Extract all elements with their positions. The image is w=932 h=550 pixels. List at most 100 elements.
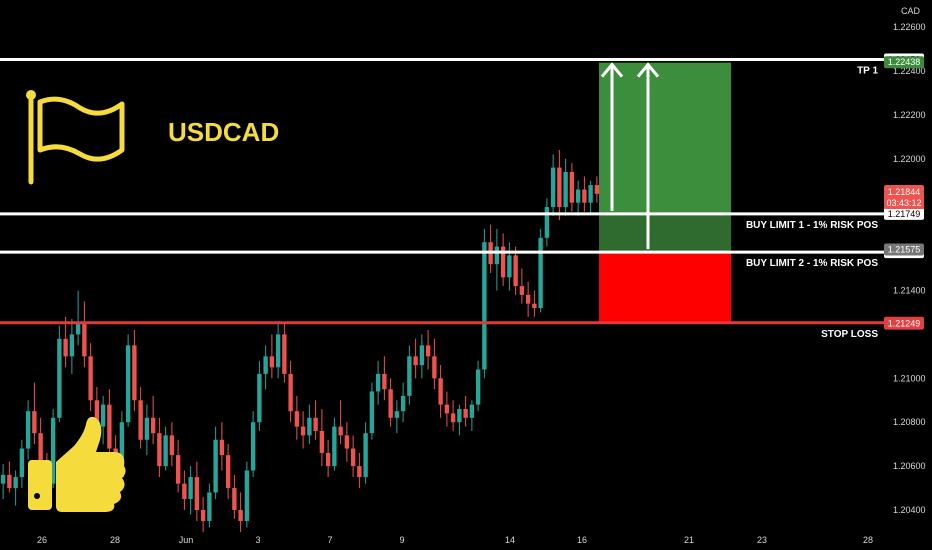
candle-body <box>582 189 587 203</box>
price-tag-text: 1.21575 <box>888 244 921 254</box>
candle-body <box>175 455 181 484</box>
price-levels: TP 1 BUY LIMIT 1 - 1% RISK POS BUY LIMIT 2… <box>0 58 884 340</box>
candle-body <box>450 413 456 423</box>
candle-body <box>132 345 137 401</box>
time-axis[interactable]: 26 28 Jun 3 7 9 14 16 21 23 28 <box>37 535 873 545</box>
x-tick-label: Jun <box>179 535 194 545</box>
price-tag-text: 1.21749 <box>888 209 921 219</box>
candle-body <box>282 334 287 374</box>
candle-body <box>532 303 537 309</box>
candle-body <box>269 356 275 368</box>
price-tag <box>884 243 924 256</box>
candle-body <box>100 404 106 427</box>
candle-body <box>288 373 293 412</box>
x-tick-label: 3 <box>255 535 260 545</box>
candle-body <box>519 286 525 295</box>
candle-body <box>363 433 368 478</box>
candle-body <box>32 411 37 434</box>
candle-body <box>525 294 531 304</box>
price-tag <box>884 207 924 220</box>
level-label: BUY LIMIT 1 - 1% RISK POS <box>746 220 878 231</box>
candle-body <box>313 417 318 431</box>
arrow-head <box>636 62 660 78</box>
candle-body <box>150 417 156 434</box>
candle-body <box>388 389 393 418</box>
candle-body <box>407 356 412 396</box>
candlestick-series <box>0 150 600 532</box>
candle-body <box>13 477 18 489</box>
candle-body <box>475 369 481 405</box>
candle-body <box>507 255 512 278</box>
candle-body <box>157 433 162 467</box>
candle-body <box>75 323 81 335</box>
candle-body <box>482 242 487 370</box>
y-tick-label: 1.20800 <box>893 417 926 427</box>
candle-body <box>19 448 25 478</box>
y-tick-label: 1.20400 <box>893 505 926 515</box>
y-tick-label: 1.22600 <box>893 22 926 32</box>
level-label: STOP LOSS <box>821 329 878 340</box>
candle-body <box>125 345 131 423</box>
price-tag <box>884 56 924 69</box>
y-tick-label: 1.22400 <box>893 66 926 76</box>
candle-body <box>0 474 6 484</box>
x-tick-label: 7 <box>327 535 332 545</box>
candle-body <box>350 448 356 467</box>
candle-body <box>550 167 556 208</box>
candle-body <box>325 452 331 467</box>
candle-body <box>88 356 93 401</box>
candle-body <box>257 373 262 423</box>
candle-body <box>438 378 443 405</box>
last-price-tag <box>884 185 924 210</box>
candle-body <box>219 439 225 456</box>
flag-icon <box>26 90 125 185</box>
candle-body <box>225 455 231 489</box>
candle-body <box>563 171 568 208</box>
candle-body <box>275 334 281 368</box>
candle-body <box>194 477 200 510</box>
candle-body <box>119 422 125 478</box>
candle-body <box>238 510 243 521</box>
candle-body <box>163 435 168 467</box>
candle-body <box>432 356 437 379</box>
candle-body <box>307 417 312 436</box>
candle-body <box>400 395 406 412</box>
candle-body <box>457 409 462 423</box>
candle-body <box>544 207 550 238</box>
zone-profit-entry <box>599 213 731 253</box>
zone-loss <box>599 252 731 323</box>
y-tick-label: 1.20600 <box>893 461 926 471</box>
candle-body <box>232 488 237 510</box>
candle-body <box>444 404 450 414</box>
price-axis[interactable]: 1.22600 1.22400 1.22200 1.22000 1.21400 1.210… <box>893 22 926 515</box>
x-tick-label: 28 <box>110 535 120 545</box>
x-tick-label: 21 <box>684 535 694 545</box>
price-tag-text: 1.22438 <box>888 57 921 67</box>
candle-body <box>250 422 256 471</box>
price-tags: 1.224521.217491.215751.212531.224381.215… <box>884 53 924 330</box>
candle-body <box>344 435 350 449</box>
y-tick-label: 1.21400 <box>893 285 926 295</box>
candle-body <box>557 167 562 208</box>
x-tick-label: 16 <box>577 535 587 545</box>
price-tag-text: 1.21249 <box>888 319 921 329</box>
candle-body <box>82 323 87 357</box>
level-label: TP 1 <box>857 66 878 77</box>
candle-body <box>200 510 206 521</box>
candle-body <box>263 356 268 374</box>
candle-body <box>419 345 425 366</box>
y-tick-label: 1.22000 <box>893 154 926 164</box>
candle-body <box>25 411 31 449</box>
x-tick-label: 26 <box>37 535 47 545</box>
candle-body <box>144 417 150 440</box>
candle-body <box>369 391 375 434</box>
symbol-title: USDCAD <box>168 117 279 147</box>
candle-body <box>244 470 250 521</box>
candle-body <box>594 185 600 194</box>
x-tick-label: 14 <box>505 535 515 545</box>
candle-body <box>332 426 337 467</box>
candle-body <box>357 466 362 478</box>
candle-body <box>188 477 193 500</box>
candle-body <box>138 400 143 440</box>
